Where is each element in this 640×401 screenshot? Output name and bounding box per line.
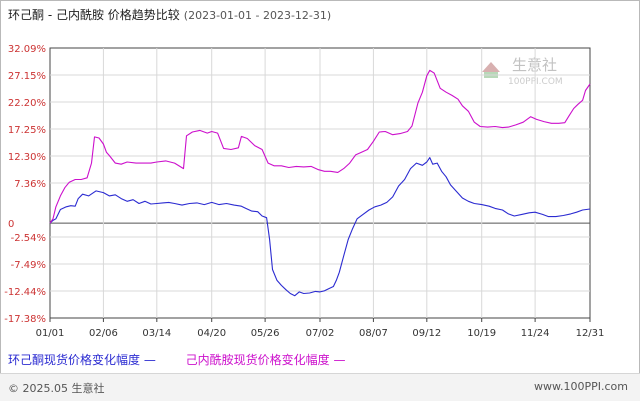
y-tick-label: -12.44% [4,287,46,298]
x-tick-label: 03/14 [142,328,171,339]
x-tick-label: 04/20 [197,328,226,339]
watermark-text: 生意社 [512,56,557,74]
x-tick-label: 01/01 [36,328,65,339]
date-range: (2023-01-01 - 2023-12-31) [183,9,332,22]
x-tick-label: 08/07 [359,328,388,339]
legend-label-cyclohexanone: 环己酮现货价格变化幅度 [8,353,141,367]
y-tick-label: 0 [8,219,14,230]
series-line-cyclohexanone [49,157,591,297]
legend-item-caprolactam[interactable]: 己内酰胺现货价格变化幅度 — [185,353,346,367]
y-tick-label: 7.36% [14,179,46,190]
legend-label-caprolactam: 己内酰胺现货价格变化幅度 [185,353,330,367]
x-tick-label: 11/24 [521,328,550,339]
y-tick-label: 17.25% [8,125,46,136]
footer-bar: © 2025.05 生意社 www.100PPI.com [0,373,640,401]
watermark-logo-icon [482,62,500,72]
y-tick-label: -17.38% [4,314,46,325]
x-tick-label: 07/02 [306,328,335,339]
y-tick-label: 32.09% [8,44,46,55]
chart-title-text: 环己酮 - 己内酰胺 价格趋势比较 [8,8,180,22]
y-tick-label: -2.54% [11,233,46,244]
chart-title: 环己酮 - 己内酰胺 价格趋势比较 (2023-01-01 - 2023-12-3… [8,6,331,23]
legend-item-cyclohexanone[interactable]: 环己酮现货价格变化幅度 — [8,353,156,367]
y-tick-label: -7.49% [11,260,46,271]
y-tick-label: 27.15% [8,71,46,82]
x-tick-label: 10/19 [467,328,496,339]
x-tick-label: 12/31 [576,328,605,339]
x-tick-label: 05/26 [251,328,280,339]
y-tick-label: 22.20% [8,98,46,109]
footer-copyright: © 2025.05 生意社 [8,382,105,395]
x-tick-label: 02/06 [89,328,118,339]
chart-legend: 环己酮现货价格变化幅度 — 己内酰胺现货价格变化幅度 — [8,351,372,368]
x-tick-label: 09/12 [412,328,441,339]
y-tick-label: 12.30% [8,152,46,163]
series-line-caprolactam [49,69,591,224]
footer-website-link[interactable]: www.100PPI.com [534,380,628,393]
